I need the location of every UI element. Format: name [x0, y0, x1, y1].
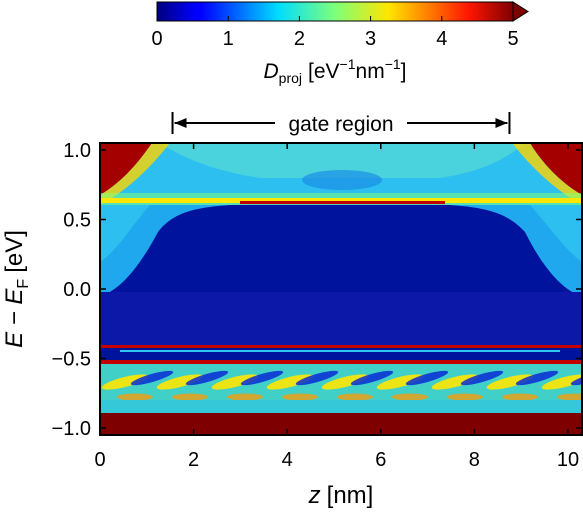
lower-band-stripes	[101, 370, 582, 401]
lower-band-stripe-yellow	[376, 374, 424, 390]
colorbar-tick-label: 1	[223, 28, 234, 50]
colorbar: 0 1 2 3 4 5 Dproj [eV−1nm−1]	[151, 1, 529, 86]
x-axis-label: z [nm]	[308, 482, 374, 509]
band-edge-yellow	[100, 198, 582, 203]
upper-band-center-spot	[302, 170, 382, 190]
x-tick-label: 10	[557, 449, 579, 471]
lower-band-stripe-blue	[460, 370, 504, 386]
corner-glow-left	[100, 143, 170, 205]
lower-band-stripe-yellow	[156, 374, 204, 390]
colorbar-gradient	[156, 1, 514, 22]
gate-region-annotation: gate region	[171, 112, 511, 136]
upper-band-top-bright	[160, 143, 525, 178]
corner-high-left	[100, 143, 152, 195]
lower-band-stripe-yellow	[101, 374, 149, 390]
x-tick-label: 8	[469, 449, 480, 471]
band-edge-red	[240, 201, 445, 204]
midgap-line	[100, 345, 582, 348]
colorbar-tick-label: 4	[436, 28, 447, 50]
colorbar-tick-label: 2	[294, 28, 305, 50]
lower-band-stripe-yellow	[431, 374, 479, 390]
lower-band-bottom-cyan	[100, 400, 582, 413]
lower-band-stripe-yellow	[541, 374, 582, 390]
colorbar-ticks: 0 1 2 3 4 5	[151, 16, 519, 50]
x-tick-label: 2	[188, 449, 199, 471]
corner-glow-right	[512, 143, 582, 205]
lower-band-stripe-orange	[282, 393, 318, 401]
y-axis-ticks: −1.0 −0.5 0.0 0.5 1.0	[52, 140, 582, 440]
lower-band-stripe-orange	[502, 393, 538, 401]
x-axis-ticks: 0 2 4 6 8 10	[94, 143, 579, 471]
lower-band-stripe-blue	[185, 370, 229, 386]
x-tick-label: 6	[375, 449, 386, 471]
x-tick-label: 4	[282, 449, 293, 471]
lower-band-stripe-orange	[447, 393, 483, 401]
lower-band-stripe-yellow	[211, 374, 259, 390]
colorbar-label: Dproj [eV−1nm−1]	[263, 56, 406, 86]
colorbar-tick-label: 5	[507, 28, 518, 50]
y-tick-label: 0.5	[63, 209, 91, 231]
colorbar-extend-arrow	[512, 1, 529, 22]
heatmap	[100, 143, 582, 435]
lower-band-stripe-yellow	[266, 374, 314, 390]
lower-band-stripe-blue	[515, 370, 559, 386]
midgap-line-cyan	[120, 350, 560, 352]
lower-band-stripe-yellow	[321, 374, 369, 390]
lower-band-stripe-orange	[337, 393, 373, 401]
lower-band-stripe-orange	[392, 393, 428, 401]
lower-band-stripe-blue	[350, 370, 394, 386]
y-tick-label: −0.5	[52, 349, 91, 371]
lower-band-stripe-orange	[117, 393, 153, 401]
x-tick-label: 0	[94, 449, 105, 471]
lower-band-stripe-yellow	[486, 374, 534, 390]
gate-region-arrowhead-right	[495, 118, 508, 128]
lower-band-stripe-orange	[172, 393, 208, 401]
y-tick-label: 0.0	[63, 279, 91, 301]
lower-band-stripe-blue	[295, 370, 339, 386]
lower-band-stripe-blue	[130, 370, 174, 386]
y-tick-label: 1.0	[63, 140, 91, 162]
y-axis-label: E − EF[eV]	[1, 230, 32, 348]
colorbar-tick-label: 3	[365, 28, 376, 50]
lower-band-topline	[100, 360, 582, 364]
corner-high-right	[530, 143, 582, 195]
gate-region-label: gate region	[288, 113, 393, 136]
high-density-bottom	[100, 413, 582, 435]
lower-band-stripe-blue	[405, 370, 449, 386]
colorbar-tick-label: 0	[151, 28, 162, 50]
lower-band-stripe-orange	[557, 393, 582, 401]
y-tick-label: −1.0	[52, 418, 91, 440]
lower-band-stripe-blue	[240, 370, 284, 386]
gap-region-deep	[100, 292, 582, 345]
lower-band-stripe-orange	[227, 393, 263, 401]
gate-region-arrowhead-left	[174, 118, 187, 128]
